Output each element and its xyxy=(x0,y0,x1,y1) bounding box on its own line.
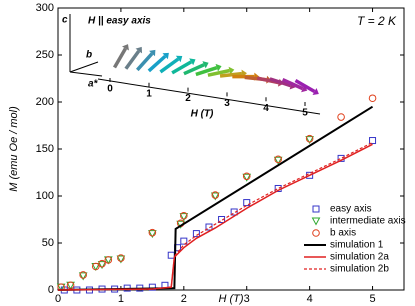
legend-label: simulation 2a xyxy=(330,252,389,263)
spin-arrow xyxy=(294,78,316,94)
spin-arrow-head xyxy=(135,46,143,54)
x-tick-label: 0 xyxy=(55,293,61,305)
legend-label: simulation 2b xyxy=(330,264,389,275)
marker-square xyxy=(205,223,213,231)
marker-triangle xyxy=(179,213,189,222)
spin-arrow-head xyxy=(175,55,183,63)
marker-circle xyxy=(79,271,87,279)
spin-arrow xyxy=(171,60,193,75)
marker-square xyxy=(230,208,238,216)
inset-tick-label: 5 xyxy=(302,108,308,119)
spin-arrow xyxy=(159,57,180,74)
series-line xyxy=(57,141,373,291)
marker-triangle xyxy=(210,192,220,201)
marker-square xyxy=(218,216,226,223)
x-tick-label: 2 xyxy=(181,293,187,305)
spin-arrow xyxy=(183,63,205,76)
marker-circle xyxy=(104,256,113,264)
marker-triangle xyxy=(242,173,252,182)
marker-triangle xyxy=(116,255,126,264)
y-tick-label: 250 xyxy=(36,49,54,61)
inset-axis-name: a* xyxy=(88,79,99,90)
inset-a-axis xyxy=(69,71,103,77)
marker-triangle xyxy=(311,217,321,226)
legend-label: simulation 1 xyxy=(330,240,384,251)
spin-arrow xyxy=(207,68,230,77)
spin-arrow xyxy=(112,47,128,69)
spin-arrow xyxy=(219,71,243,78)
inset-x-label: H (T) xyxy=(191,109,214,120)
inset-axis-name: b xyxy=(86,50,92,61)
y-tick-label: 200 xyxy=(36,96,54,108)
spin-arrow-head xyxy=(149,49,156,57)
y-tick-label: 50 xyxy=(42,237,54,249)
marker-circle xyxy=(242,172,251,181)
marker-triangle xyxy=(273,156,283,165)
y-tick-label: 300 xyxy=(36,2,54,14)
marker-circle xyxy=(66,281,75,290)
inset-tick-label: 4 xyxy=(263,103,269,114)
marker-square xyxy=(180,237,188,245)
spin-arrow-head xyxy=(228,66,235,75)
inset-tick-label: 1 xyxy=(146,88,152,99)
legend-label: intermediate axis xyxy=(330,216,406,227)
legend-label: b axis xyxy=(330,228,356,239)
spin-arrow xyxy=(195,66,218,77)
inset-tick-label: 2 xyxy=(185,93,191,104)
x-tick-label: 5 xyxy=(369,293,375,305)
marker-circle xyxy=(180,211,188,220)
marker-square xyxy=(148,283,156,291)
marker-triangle xyxy=(78,272,88,281)
marker-circle xyxy=(211,191,220,199)
spin-arrow xyxy=(124,49,141,70)
x-tick-label: 1 xyxy=(118,293,124,305)
marker-square xyxy=(312,205,320,213)
spin-arrow-head xyxy=(189,58,196,66)
marker-circle xyxy=(148,228,157,237)
x-tick-label: 3 xyxy=(244,293,250,305)
y-axis-label: M (emu Oe / mol) xyxy=(8,106,20,192)
marker-circle xyxy=(98,259,106,268)
marker-circle xyxy=(91,262,100,271)
marker-square xyxy=(192,230,200,238)
marker-circle xyxy=(337,113,345,121)
x-axis-label: H (T) xyxy=(218,293,243,305)
spin-arrow-head xyxy=(122,44,129,51)
x-tick-label: 4 xyxy=(307,293,313,305)
spin-arrow-head xyxy=(301,84,308,93)
spin-arrow xyxy=(136,52,154,72)
spin-arrow-head xyxy=(215,63,222,72)
spin-arrow xyxy=(147,54,167,73)
spin-arrow xyxy=(269,77,292,88)
y-tick-label: 150 xyxy=(36,143,54,155)
spin-arrow-head xyxy=(202,61,209,69)
inset: c b a* H || easy axis H (T) xyxy=(62,14,321,120)
spin-arrow-head xyxy=(312,88,319,95)
marker-triangle xyxy=(97,261,107,270)
marker-triangle xyxy=(148,230,157,239)
inset-axis-name: c xyxy=(62,15,68,26)
marker-circle xyxy=(117,254,125,262)
marker-square xyxy=(167,251,175,259)
spin-arrow-head xyxy=(162,52,169,60)
inset-tick-label: 3 xyxy=(224,98,230,109)
marker-circle xyxy=(312,229,320,237)
inset-title: H || easy axis xyxy=(88,16,151,27)
y-tick-label: 0 xyxy=(48,284,54,296)
inset-axis-line xyxy=(97,78,321,115)
inset-b-axis xyxy=(69,61,99,73)
legend-label: easy axis xyxy=(330,204,372,215)
marker-circle xyxy=(274,155,282,164)
temperature-annotation: T = 2 K xyxy=(357,14,397,28)
inset-tick-label: 0 xyxy=(107,84,113,95)
marker-square xyxy=(243,199,251,207)
marker-triangle xyxy=(305,136,314,145)
marker-circle xyxy=(305,134,314,143)
marker-circle xyxy=(368,94,377,103)
spin-arrow xyxy=(281,78,304,91)
y-tick-label: 100 xyxy=(36,190,54,202)
marker-square xyxy=(369,137,377,145)
